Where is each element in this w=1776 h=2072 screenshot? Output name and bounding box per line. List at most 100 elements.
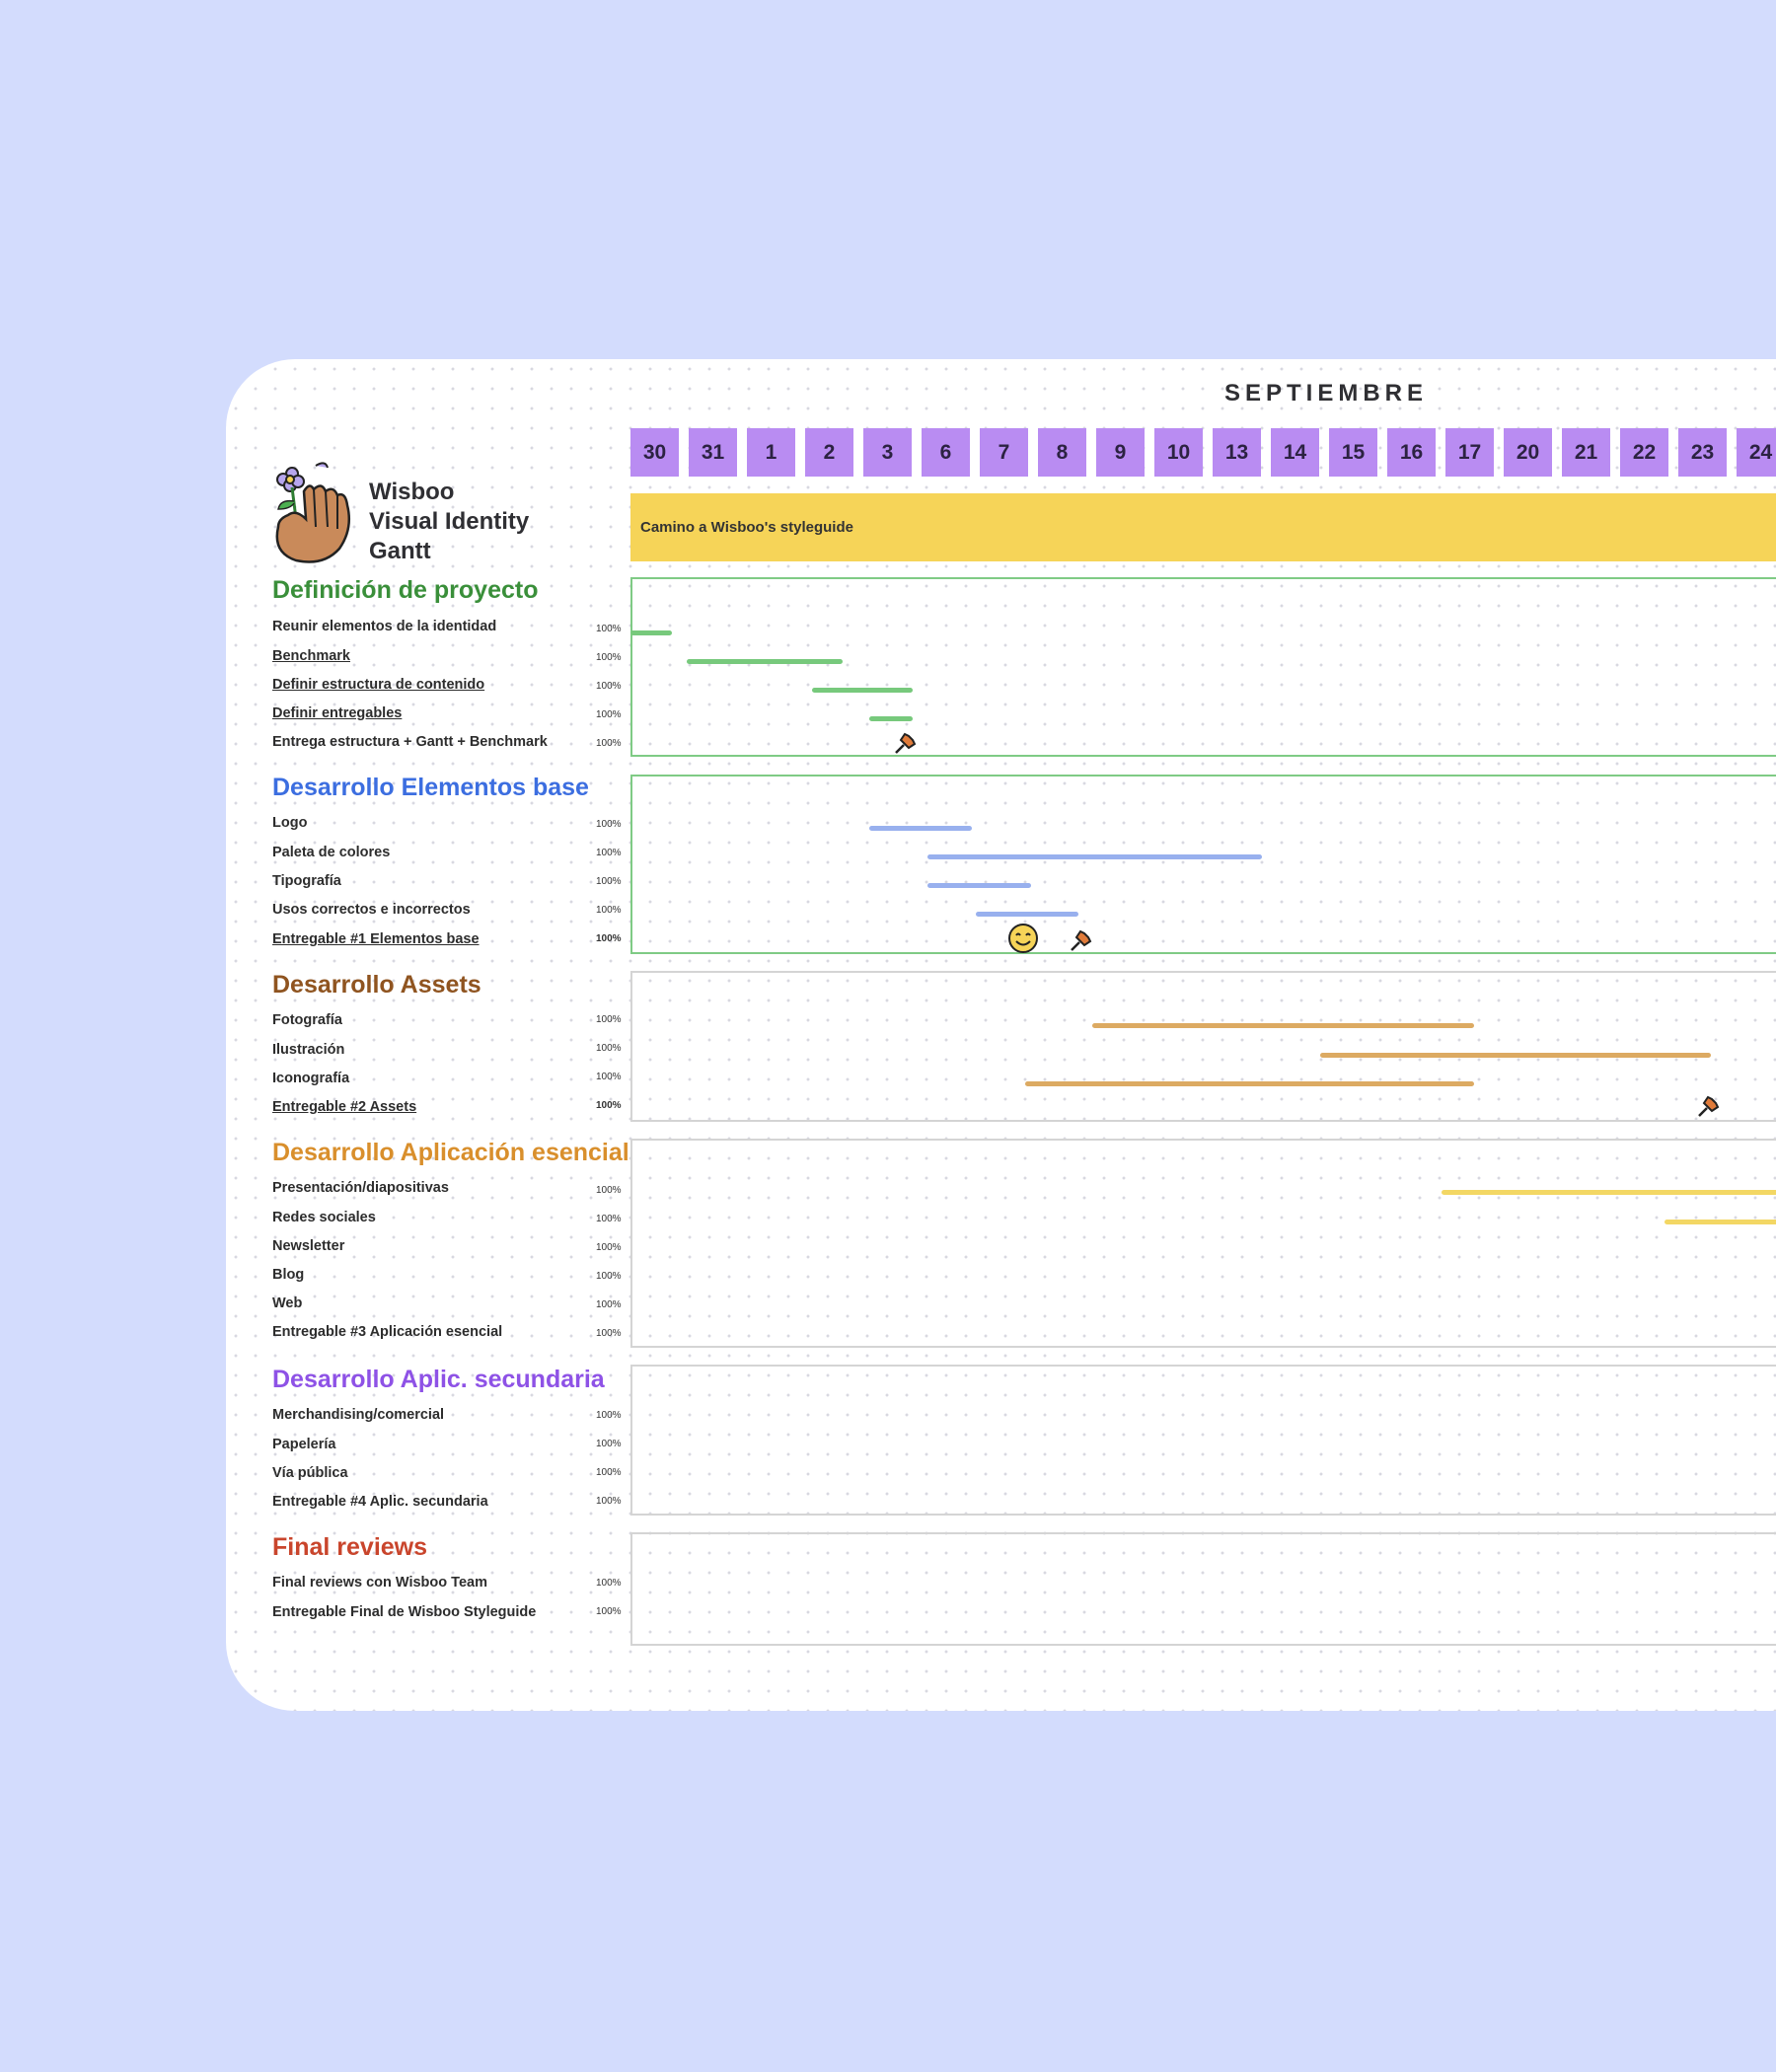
gantt-bar[interactable] <box>927 854 1262 859</box>
day-box[interactable]: 14 <box>1271 428 1319 477</box>
task-percent: 100% <box>596 819 622 830</box>
task-label: Logo <box>272 815 308 831</box>
day-box[interactable]: 7 <box>980 428 1028 477</box>
day-box[interactable]: 8 <box>1038 428 1086 477</box>
task-label: Tipografía <box>272 873 341 889</box>
task-label: Entregable #3 Aplicación esencial <box>272 1324 503 1340</box>
day-box[interactable]: 24 <box>1737 428 1776 477</box>
task-label: Presentación/diapositivas <box>272 1180 449 1196</box>
gantt-bar[interactable] <box>927 883 1031 888</box>
task-label: Merchandising/comercial <box>272 1407 445 1423</box>
section-title-definicion: Definición de proyecto <box>272 576 539 604</box>
task-percent: 100% <box>596 1299 622 1310</box>
day-box[interactable]: 20 <box>1504 428 1552 477</box>
task-percent: 100% <box>596 1467 622 1478</box>
task-percent: 100% <box>596 848 622 858</box>
section-frame-assets <box>630 971 1776 1122</box>
task-label: Fotografía <box>272 1012 342 1028</box>
day-box[interactable]: 16 <box>1387 428 1436 477</box>
day-box[interactable]: 3 <box>863 428 912 477</box>
pin-milestone-icon[interactable] <box>1696 1093 1722 1119</box>
day-box[interactable]: 31 <box>689 428 737 477</box>
task-percent: 100% <box>596 1271 622 1282</box>
styleguide-banner[interactable]: Camino a Wisboo's styleguide <box>630 493 1776 561</box>
banner-label: Camino a Wisboo's styleguide <box>640 519 853 536</box>
task-label: Redes sociales <box>272 1210 376 1225</box>
day-box[interactable]: 23 <box>1678 428 1727 477</box>
task-label: Entregable Final de Wisboo Styleguide <box>272 1604 537 1620</box>
gantt-board: SEPTIEMBRE 30 31 1 2 3 6 7 8 9 10 13 14 … <box>226 359 1776 1711</box>
day-box[interactable]: 2 <box>805 428 853 477</box>
day-box[interactable]: 9 <box>1096 428 1145 477</box>
section-frame-secundaria <box>630 1365 1776 1516</box>
task-label[interactable]: Definir entregables <box>272 705 403 721</box>
board-title: Wisboo Visual Identity Gantt <box>369 478 529 566</box>
task-percent: 100% <box>596 1014 622 1025</box>
gantt-bar[interactable] <box>976 912 1078 917</box>
task-label[interactable]: Entregable #2 Assets <box>272 1099 417 1115</box>
task-percent: 100% <box>596 1606 622 1617</box>
day-box[interactable]: 1 <box>747 428 795 477</box>
task-percent: 100% <box>596 624 622 634</box>
gantt-bar[interactable] <box>1665 1220 1776 1224</box>
title-line-2: Visual Identity <box>369 508 530 535</box>
section-title-secundaria: Desarrollo Aplic. secundaria <box>272 1366 605 1393</box>
task-label: Entrega estructura + Gantt + Benchmark <box>272 734 548 750</box>
section-title-aplicacion: Desarrollo Aplicación esencial <box>272 1139 629 1166</box>
day-box[interactable]: 6 <box>922 428 970 477</box>
task-percent: 100% <box>596 1185 622 1196</box>
gantt-bar[interactable] <box>812 688 913 693</box>
task-label: Iconografía <box>272 1071 350 1086</box>
gantt-bar[interactable] <box>869 826 972 831</box>
task-percent: 100% <box>596 905 622 916</box>
day-box[interactable]: 17 <box>1445 428 1494 477</box>
gantt-bar[interactable] <box>1320 1053 1711 1058</box>
title-line-3: Gantt <box>369 538 431 564</box>
task-percent: 100% <box>596 876 622 887</box>
task-label: Final reviews con Wisboo Team <box>272 1575 487 1591</box>
task-percent: 100% <box>596 738 622 749</box>
task-label: Paleta de colores <box>272 845 391 860</box>
task-label: Ilustración <box>272 1042 345 1058</box>
task-label[interactable]: Entregable #1 Elementos base <box>272 931 480 947</box>
task-label: Entregable #4 Aplic. secundaria <box>272 1494 488 1510</box>
day-box[interactable]: 21 <box>1562 428 1610 477</box>
gantt-bar[interactable] <box>1442 1190 1776 1195</box>
task-percent: 100% <box>596 1043 622 1054</box>
task-label: Vía pública <box>272 1465 348 1481</box>
gantt-bar[interactable] <box>687 659 843 664</box>
pin-milestone-icon[interactable] <box>893 730 919 756</box>
section-frame-aplicacion <box>630 1139 1776 1348</box>
pin-milestone-icon[interactable] <box>1069 927 1094 953</box>
task-label: Web <box>272 1295 303 1311</box>
day-box[interactable]: 22 <box>1620 428 1668 477</box>
day-box[interactable]: 13 <box>1213 428 1261 477</box>
section-title-final: Final reviews <box>272 1533 428 1561</box>
task-percent: 100% <box>596 933 622 944</box>
task-percent: 100% <box>596 1242 622 1253</box>
day-box[interactable]: 30 <box>630 428 679 477</box>
month-label: SEPTIEMBRE <box>1224 380 1429 407</box>
section-frame-elementos <box>630 775 1776 954</box>
gantt-bar[interactable] <box>630 630 672 635</box>
title-line-1: Wisboo <box>369 479 455 505</box>
task-label: Reunir elementos de la identidad <box>272 619 497 634</box>
task-percent: 100% <box>596 1578 622 1589</box>
section-title-elementos: Desarrollo Elementos base <box>272 774 589 801</box>
smiley-face-icon[interactable] <box>1007 923 1039 954</box>
day-box[interactable]: 15 <box>1329 428 1377 477</box>
task-percent: 100% <box>596 1328 622 1339</box>
task-label[interactable]: Benchmark <box>272 648 350 664</box>
task-percent: 100% <box>596 1439 622 1449</box>
task-label: Usos correctos e incorrectos <box>272 902 471 918</box>
task-percent: 100% <box>596 709 622 720</box>
task-label: Blog <box>272 1267 305 1283</box>
task-percent: 100% <box>596 681 622 692</box>
day-box[interactable]: 10 <box>1154 428 1203 477</box>
gantt-bar[interactable] <box>869 716 913 721</box>
gantt-bar[interactable] <box>1092 1023 1474 1028</box>
task-label[interactable]: Definir estructura de contenido <box>272 677 485 693</box>
section-frame-definicion <box>630 577 1776 757</box>
hand-flower-icon <box>275 462 350 563</box>
gantt-bar[interactable] <box>1025 1081 1474 1086</box>
